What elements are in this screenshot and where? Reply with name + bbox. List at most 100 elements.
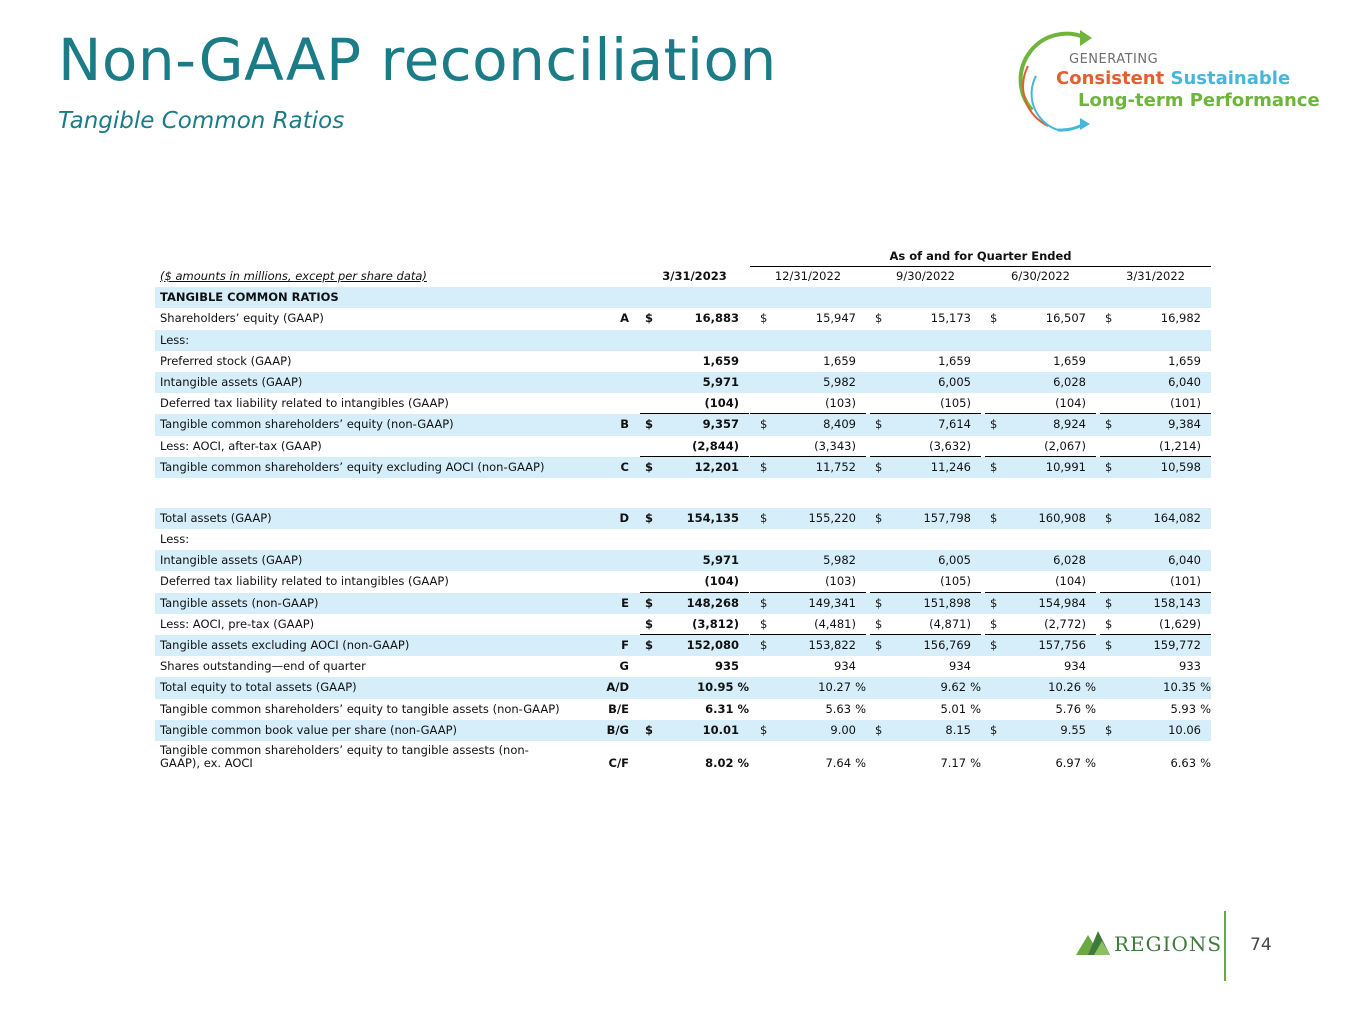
value-cell: 5,982 [823,550,856,571]
row-label: Tangible common shareholders’ equity to … [160,742,529,770]
value-cell: 8,924 [1053,414,1086,435]
value-cell: 1,659 [823,351,856,372]
value-cell: 11,752 [816,457,856,478]
row-reference: E [621,595,629,610]
currency-symbol: $ [1105,595,1113,610]
subtotal-rule [750,591,866,593]
value-cell: (1,214) [1159,436,1201,457]
value-text: 9.55 [1060,722,1086,737]
value-suffix: % [855,701,866,716]
table-row: Less: AOCI, pre-tax (GAAP) $ (3,812) $ (4,48… [155,614,1211,635]
row-reference [595,351,629,372]
value-cell: 10,991 [1046,457,1086,478]
value-text: 7.64 [825,755,852,770]
value-cell: 9,384 [1168,414,1201,435]
value-cell: 15,173 [931,308,971,329]
value-cell: (2,067) [1044,436,1086,457]
table-row: Tangible common shareholders’ equity exc… [155,456,1211,478]
value-text: 6.63 [1170,755,1197,770]
value-text: 15,173 [930,311,971,326]
row-reference [595,330,629,351]
value-cell: 8.02% [705,741,749,770]
value-text: 10,598 [1160,459,1201,474]
value-cell: (104) [1055,571,1086,592]
row-label: Tangible common book value per share (no… [160,722,458,737]
subtotal-rule [870,413,981,415]
value-cell: 9.62% [940,677,981,698]
value-text: (101) [1170,396,1201,411]
value-text: 155,220 [808,510,856,525]
value-cell: 159,772 [1153,635,1201,656]
value-text: 10.06 [1168,722,1201,737]
value-cell: 1,659 [1053,351,1086,372]
row-label: Deferred tax liability related to intang… [160,396,449,411]
value-cell: 9,357 [703,414,739,435]
value-cell: 1,659 [938,351,971,372]
row-label: Tangible common shareholders’ equity to … [160,701,560,716]
value-cell: (2,844) [692,436,739,457]
value-text: 10.27 [818,680,852,695]
value-cell: (4,871) [929,614,971,635]
currency-symbol: $ [645,616,654,631]
value-text: 6.97 [1055,755,1082,770]
row-reference: F [621,638,629,652]
value-cell: 154,135 [687,508,739,529]
currency-symbol: $ [760,722,768,737]
value-suffix: % [855,755,866,770]
subtotal-rule [1100,455,1211,457]
value-text: 10.95 [697,680,734,695]
company-name: REGIONS [1114,932,1223,956]
value-cell: 157,798 [923,508,971,529]
row-reference [595,614,629,635]
row-label: Intangible assets (GAAP) [160,553,303,568]
value-text: 6.31 [705,701,734,716]
value-text: 16,507 [1045,311,1086,326]
row-label: Less: AOCI, pre-tax (GAAP) [160,616,315,631]
currency-symbol: $ [645,311,654,326]
value-text: 6,040 [1168,374,1201,389]
table-row: Tangible common shareholders’ equity to … [155,699,1211,720]
value-suffix: % [1200,680,1211,695]
value-text: 10.01 [702,722,739,737]
table-row: Tangible common shareholders’ equity to … [155,741,1211,775]
value-cell: 6.63% [1170,741,1211,770]
value-cell: 5,982 [823,372,856,393]
value-cell: 157,756 [1038,635,1086,656]
page-subtitle: Tangible Common Ratios [58,108,345,134]
currency-symbol: $ [645,459,654,474]
value-text: 5.01 [940,701,967,716]
row-reference [595,571,629,592]
value-cell: 935 [715,656,739,677]
subtotal-rule [750,634,866,635]
row-reference: G [619,659,629,674]
table-row: Tangible assets excluding AOCI (non-GAAP… [155,635,1211,657]
table-column-header-row: ($ amounts in millions, except per share… [155,266,1211,289]
row-label: TANGIBLE COMMON RATIOS [160,290,339,305]
column-header: 3/31/2022 [1100,266,1211,289]
value-text: 160,908 [1038,510,1086,525]
row-label: Less: AOCI, after-tax (GAAP) [160,438,322,453]
subtotal-rule [985,455,1096,457]
value-text: (104) [1055,574,1086,589]
subtotal-rule [985,413,1096,415]
row-reference [595,550,629,571]
value-text: 9,384 [1168,417,1201,432]
value-cell: 934 [1064,656,1086,677]
value-text: 164,082 [1153,510,1201,525]
value-cell: (105) [940,393,971,414]
value-cell: (101) [1170,571,1201,592]
value-cell: (103) [825,571,856,592]
value-cell: 16,883 [695,308,739,329]
value-text: 16,883 [694,311,739,326]
value-text: 5.76 [1055,701,1082,716]
value-cell: 152,080 [687,635,739,656]
currency-symbol: $ [760,510,768,525]
value-text: (1,629) [1159,616,1201,631]
value-text: 158,143 [1153,595,1201,610]
subtotal-rule [1100,591,1211,593]
value-cell: 1,659 [703,351,739,372]
currency-symbol: $ [990,722,998,737]
table-row: Tangible common book value per share (no… [155,719,1211,741]
table-row: Preferred stock (GAAP) 1,659 1,659 1,659 1,6… [155,351,1211,372]
currency-symbol: $ [875,311,883,326]
